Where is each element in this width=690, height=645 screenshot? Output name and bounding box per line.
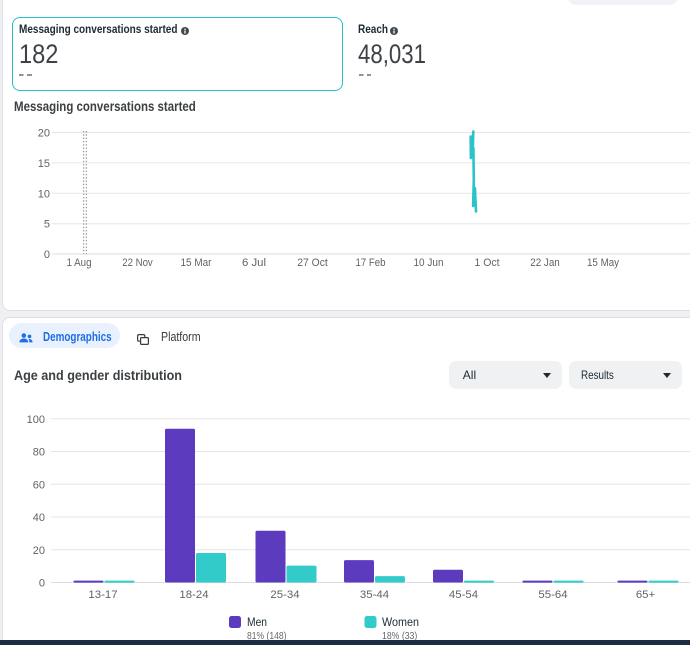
svg-text:15 May: 15 May (587, 257, 619, 269)
svg-text:80: 80 (33, 447, 45, 459)
svg-text:Women: Women (382, 615, 419, 629)
svg-text:81% (148): 81% (148) (247, 630, 287, 642)
svg-text:25-34: 25-34 (270, 589, 299, 601)
svg-text:13-17: 13-17 (88, 589, 117, 601)
svg-text:35-44: 35-44 (360, 589, 389, 601)
svg-text:18% (33): 18% (33) (382, 630, 417, 642)
svg-text:1 Aug: 1 Aug (67, 257, 92, 269)
svg-text:20: 20 (38, 128, 50, 140)
svg-text:17 Feb: 17 Feb (356, 257, 386, 269)
svg-text:0: 0 (39, 578, 45, 590)
svg-text:10 Jun: 10 Jun (414, 257, 444, 269)
svg-text:60: 60 (33, 479, 45, 491)
svg-text:22 Nov: 22 Nov (122, 257, 153, 269)
svg-text:15: 15 (38, 158, 50, 170)
svg-text:6 Jul: 6 Jul (242, 257, 266, 269)
svg-text:1 Oct: 1 Oct (475, 257, 500, 269)
svg-text:18-24: 18-24 (179, 589, 208, 601)
svg-text:100: 100 (27, 414, 45, 426)
svg-text:20: 20 (33, 545, 45, 557)
svg-text:40: 40 (33, 512, 45, 524)
svg-text:15 Mar: 15 Mar (181, 257, 212, 269)
svg-text:22 Jan: 22 Jan (530, 257, 560, 269)
svg-text:10: 10 (38, 188, 50, 200)
svg-text:27 Oct: 27 Oct (297, 257, 328, 269)
svg-text:5: 5 (44, 219, 50, 231)
svg-text:0: 0 (44, 249, 50, 261)
svg-text:55-64: 55-64 (538, 589, 567, 601)
svg-text:65+: 65+ (636, 589, 656, 601)
svg-text:45-54: 45-54 (449, 589, 478, 601)
svg-text:Men: Men (247, 615, 267, 629)
